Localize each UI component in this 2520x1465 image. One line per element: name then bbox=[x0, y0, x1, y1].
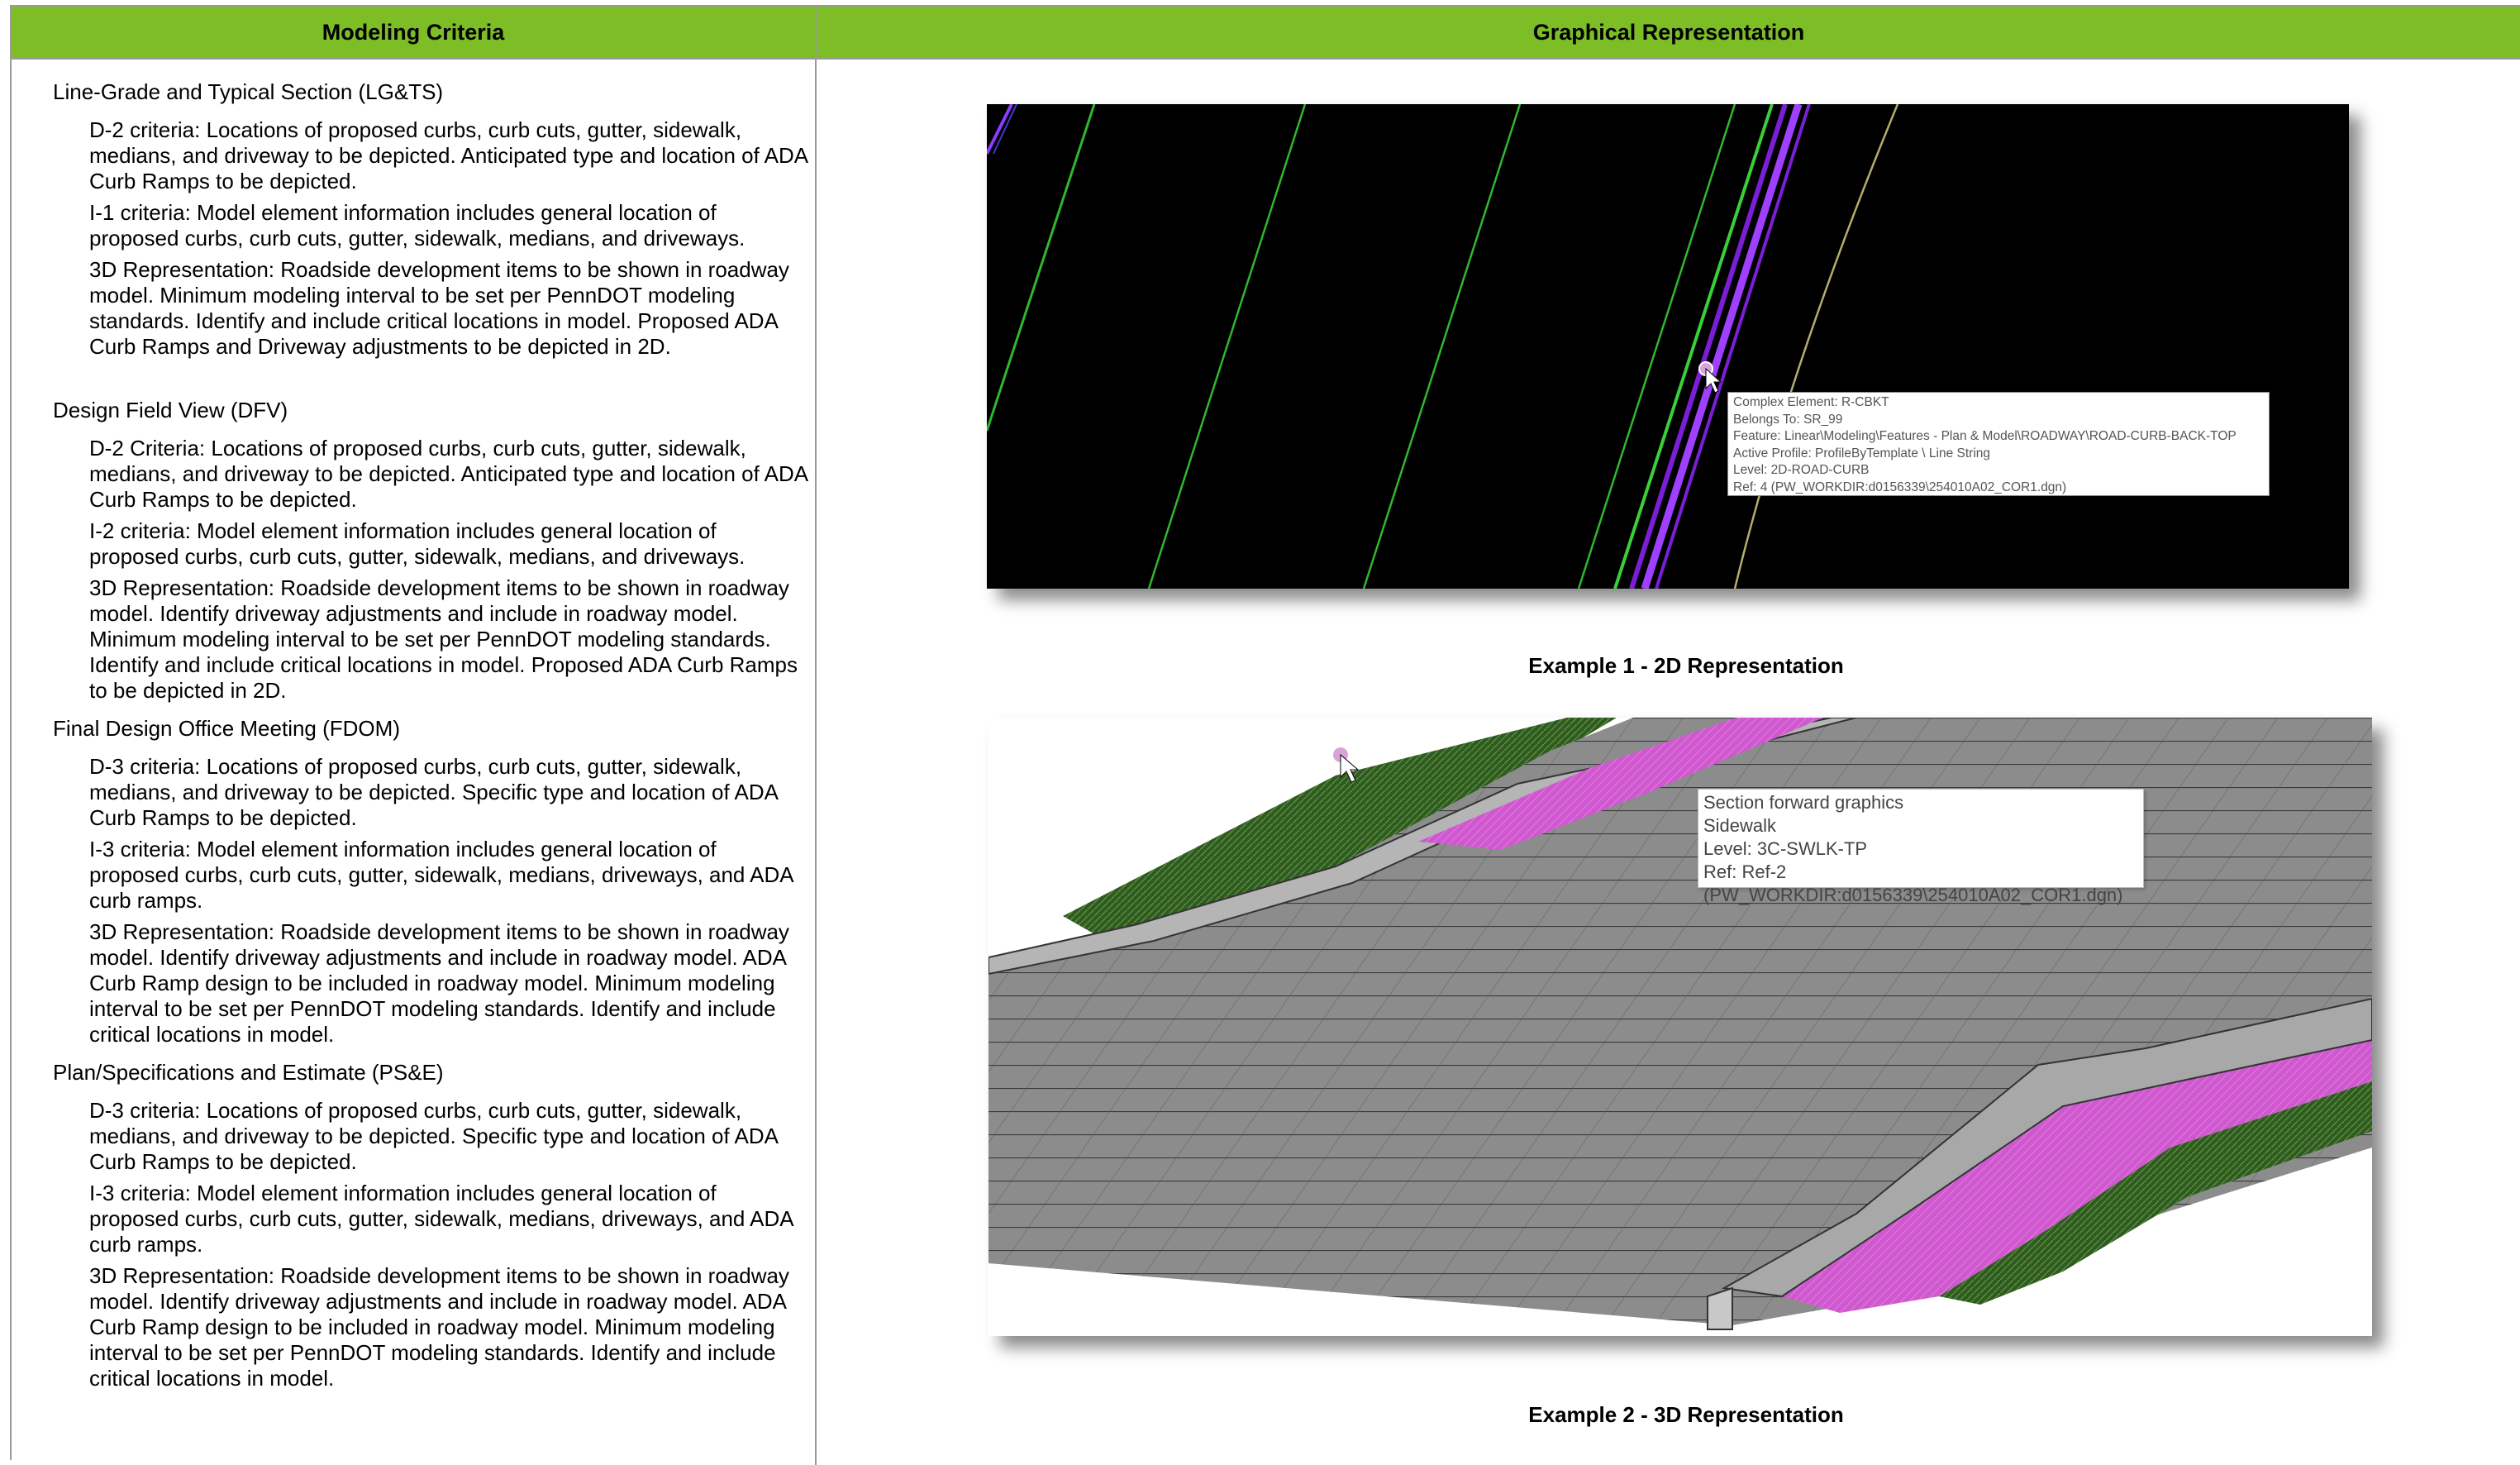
header-modeling-criteria: Modeling Criteria bbox=[12, 5, 817, 60]
model-view-graphic bbox=[988, 718, 2372, 1330]
section-title: Final Design Office Meeting (FDOM) bbox=[53, 716, 400, 741]
criteria-text: I-3 criteria: Model element information … bbox=[89, 1181, 793, 1257]
criteria-table: Modeling Criteria Graphical Representati… bbox=[10, 5, 2520, 1465]
section-title: Line-Grade and Typical Section (LG&TS) bbox=[53, 79, 444, 104]
tooltip-line: Active Profile: ProfileByTemplate \ Line… bbox=[1733, 446, 1990, 460]
example-2d-figure: Complex Element: R-CBKT Belongs To: SR_9… bbox=[987, 104, 2349, 589]
tooltip-line: Belongs To: SR_99 bbox=[1733, 412, 1843, 427]
section-title: Plan/Specifications and Estimate (PS&E) bbox=[53, 1060, 444, 1085]
example-3d-figure: Section forward graphics Sidewalk Level:… bbox=[988, 718, 2372, 1336]
tooltip-line: Ref: Ref-2 (PW_WORKDIR:d0156339\254010A0… bbox=[1703, 861, 2123, 905]
tooltip-line: Ref: 4 (PW_WORKDIR:d0156339\254010A02_CO… bbox=[1733, 480, 2067, 494]
criteria-text: 3D Representation: Roadside development … bbox=[89, 919, 789, 1047]
header-graphical-representation: Graphical Representation bbox=[817, 5, 2520, 60]
criteria-text: D-3 criteria: Locations of proposed curb… bbox=[89, 754, 778, 830]
criteria-text: 3D Representation: Roadside development … bbox=[89, 257, 789, 359]
plan-view-graphic bbox=[987, 104, 1899, 589]
section-title: Design Field View (DFV) bbox=[53, 398, 288, 422]
criteria-text: 3D Representation: Roadside development … bbox=[89, 575, 798, 703]
tooltip-line: Level: 2D-ROAD-CURB bbox=[1733, 463, 1870, 478]
criteria-text: D-3 criteria: Locations of proposed curb… bbox=[89, 1098, 778, 1174]
tooltip-line: Complex Element: R-CBKT bbox=[1733, 395, 1889, 409]
criteria-text: D-2 criteria: Locations of proposed curb… bbox=[89, 117, 807, 193]
criteria-text: I-1 criteria: Model element information … bbox=[89, 200, 746, 251]
tooltip-3d: Section forward graphics Sidewalk Level:… bbox=[1698, 789, 2144, 905]
example-2d-caption: Example 1 - 2D Representation bbox=[1528, 653, 1844, 678]
tooltip-line: Feature: Linear\Modeling\Features - Plan… bbox=[1733, 429, 2237, 444]
criteria-column bbox=[12, 60, 817, 1465]
criteria-text: I-2 criteria: Model element information … bbox=[89, 518, 746, 569]
tooltip-line: Level: 3C-SWLK-TP bbox=[1703, 838, 1868, 859]
tooltip-line: Sidewalk bbox=[1703, 815, 1777, 836]
example-3d-caption: Example 2 - 3D Representation bbox=[1528, 1402, 1844, 1427]
criteria-text: D-2 Criteria: Locations of proposed curb… bbox=[89, 436, 807, 512]
tooltip-2d: Complex Element: R-CBKT Belongs To: SR_9… bbox=[1727, 392, 2270, 496]
criteria-text: I-3 criteria: Model element information … bbox=[89, 837, 793, 913]
tooltip-line: Section forward graphics bbox=[1703, 792, 1904, 813]
criteria-text: 3D Representation: Roadside development … bbox=[89, 1263, 789, 1391]
